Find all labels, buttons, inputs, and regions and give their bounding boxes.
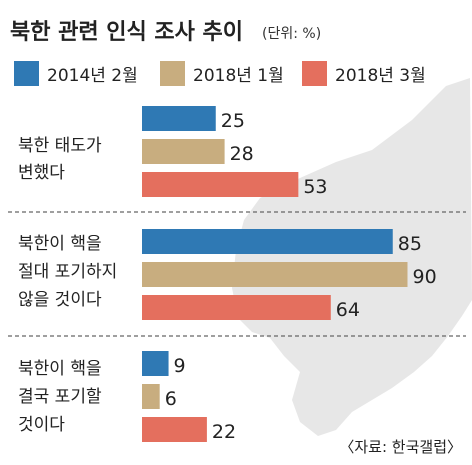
value-label-series-2-category-3: 6 (165, 388, 177, 410)
bar-series-2-category-3 (142, 384, 160, 409)
category-label-will-give-up-nukes: 북한이 핵을 결국 포기할 것이다 (18, 359, 107, 435)
bar-series-2-category-1 (142, 139, 225, 164)
unit-label: (단위: %) (262, 26, 321, 42)
bars: 25 85 9 28 90 6 53 64 22 (142, 106, 437, 443)
bar-series-3-category-1 (142, 172, 299, 197)
category-label-attitude-changed: 북한 태도가 변했다 (18, 136, 107, 183)
value-label-series-3-category-3: 22 (212, 421, 236, 443)
category-label-line: 북한 태도가 (18, 136, 102, 156)
source-label: 〈자료: 한국갤럽〉 (339, 438, 462, 456)
legend-swatch-2018-jan (160, 61, 185, 86)
bar-series-2-category-2 (142, 262, 408, 287)
bar-series-1-category-1 (142, 106, 216, 131)
bar-series-1-category-3 (142, 351, 169, 376)
value-label-series-3-category-1: 53 (303, 176, 327, 198)
category-label-line: 것이다 (18, 415, 65, 435)
category-label-line: 변했다 (18, 163, 65, 183)
bar-series-3-category-3 (142, 417, 207, 442)
value-label-series-2-category-2: 90 (413, 266, 437, 288)
category-label-line: 결국 포기할 (18, 387, 102, 407)
value-label-series-2-category-1: 28 (230, 143, 254, 165)
legend-label-2018-mar: 2018년 3월 (335, 66, 426, 86)
value-label-series-1-category-2: 85 (398, 233, 422, 255)
category-label-line: 절대 포기하지 (18, 262, 117, 282)
category-label-line: 않을 것이다 (18, 290, 102, 310)
map-silhouette (232, 78, 472, 436)
bar-series-1-category-2 (142, 229, 393, 254)
value-label-series-1-category-1: 25 (221, 110, 245, 132)
legend-label-2018-jan: 2018년 1월 (193, 66, 284, 86)
legend-swatch-2014-feb (14, 61, 39, 86)
bar-series-3-category-2 (142, 295, 331, 320)
legend-label-2014-feb: 2014년 2월 (47, 66, 138, 86)
value-label-series-1-category-3: 9 (174, 355, 186, 377)
value-label-series-3-category-2: 64 (336, 299, 360, 321)
legend: 2014년 2월 2018년 1월 2018년 3월 (14, 61, 426, 86)
category-label-never-give-up-nukes: 북한이 핵을 절대 포기하지 않을 것이다 (18, 234, 123, 310)
category-label-line: 북한이 핵을 (18, 234, 102, 254)
chart-title: 북한 관련 인식 조사 추이 (10, 20, 243, 45)
legend-swatch-2018-mar (302, 61, 327, 86)
category-label-line: 북한이 핵을 (18, 359, 102, 379)
